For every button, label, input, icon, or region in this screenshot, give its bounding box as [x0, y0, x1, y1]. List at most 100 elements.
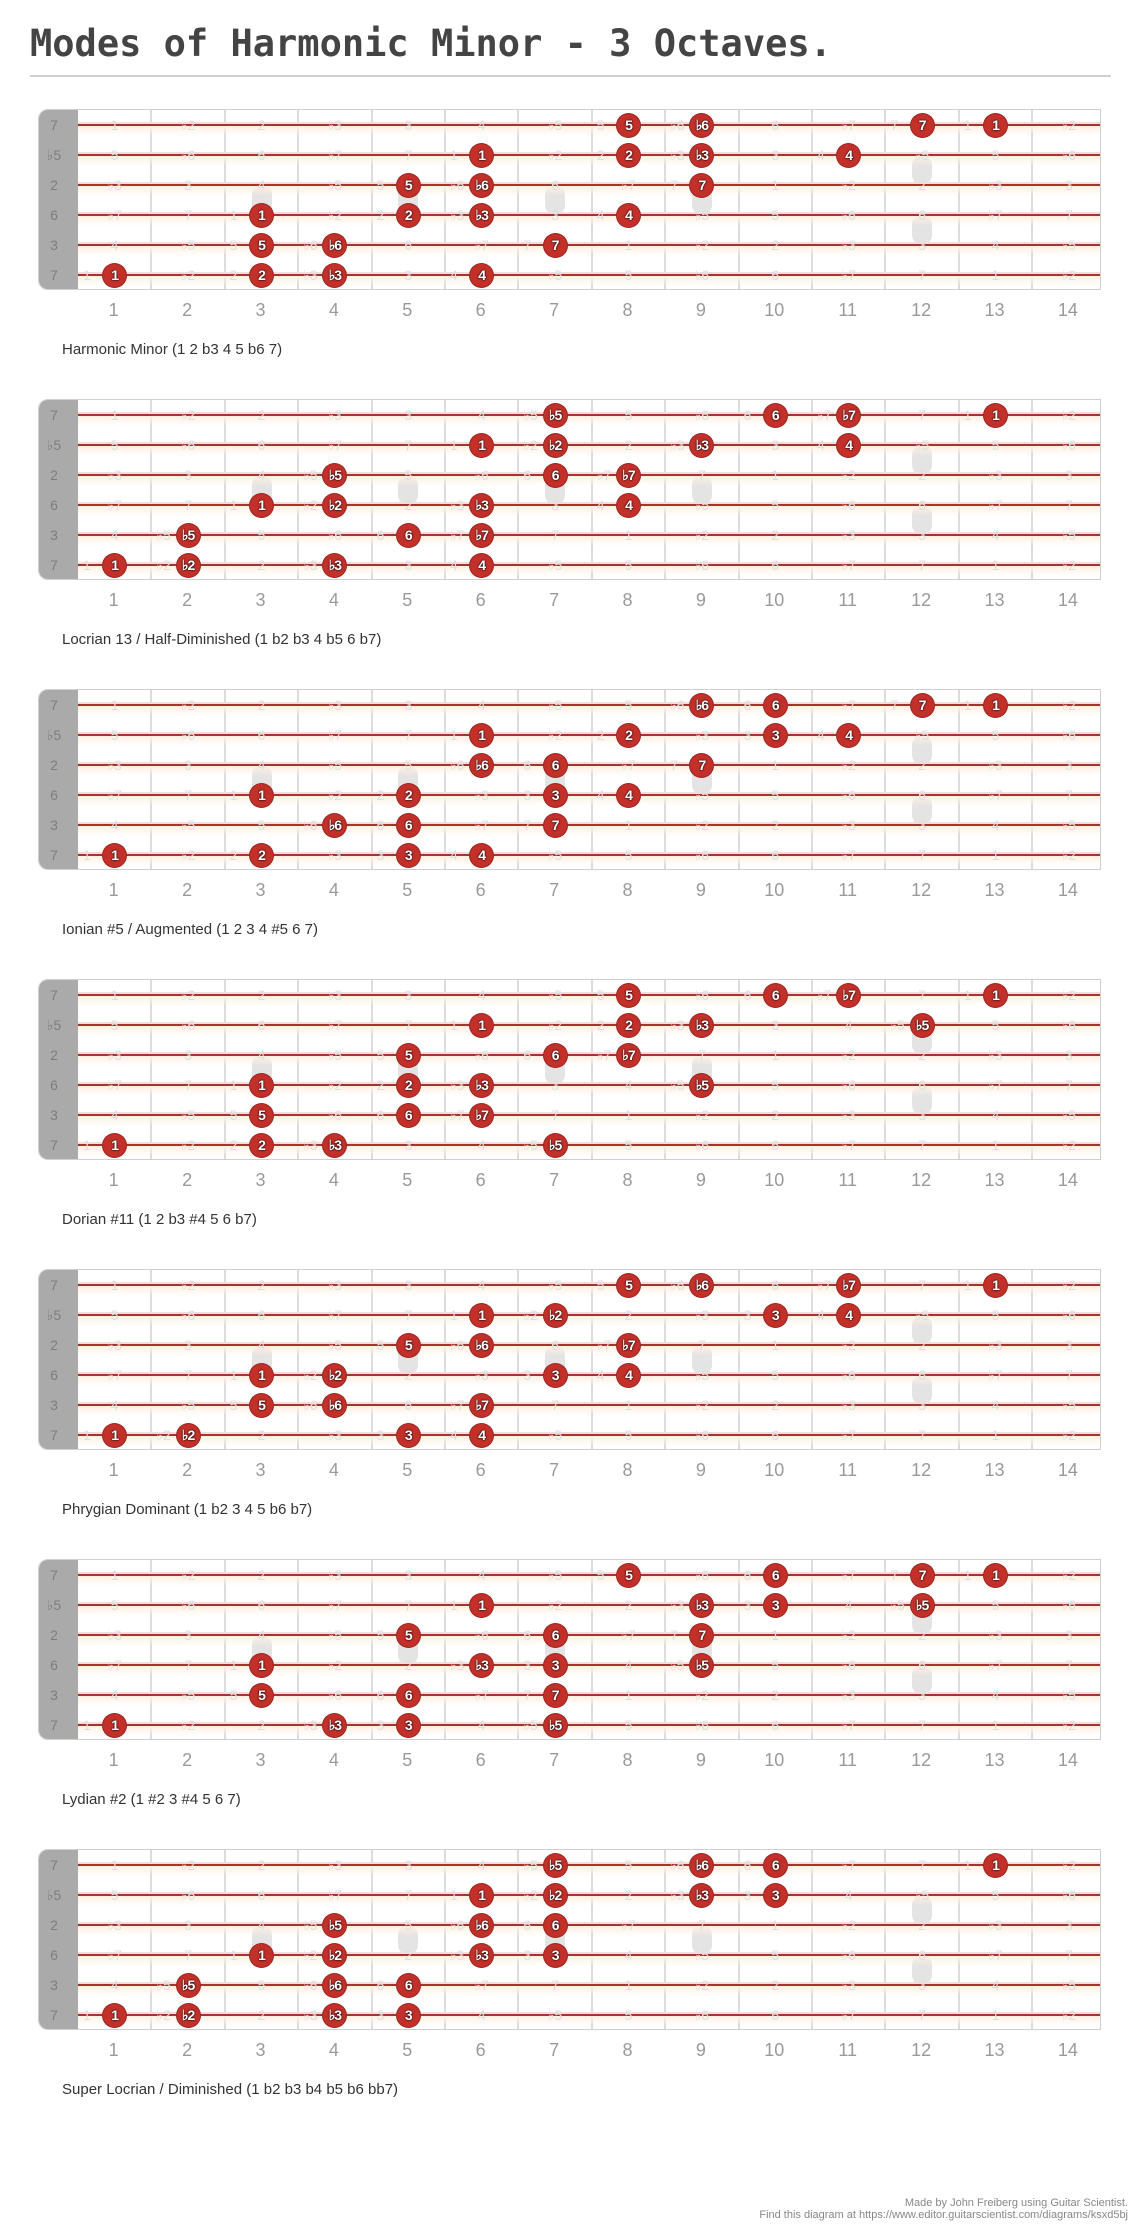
- scale-note-dot[interactable]: 2: [250, 1133, 273, 1157]
- scale-note-dot[interactable]: 6: [763, 983, 787, 1007]
- scale-note-dot[interactable]: ♭3: [690, 143, 714, 167]
- scale-note-dot[interactable]: 2: [250, 843, 273, 867]
- scale-note-dot[interactable]: ♭2: [323, 1943, 347, 1967]
- scale-note-dot[interactable]: 1: [250, 1653, 273, 1677]
- scale-note-dot[interactable]: 6: [543, 1043, 567, 1067]
- scale-note-dot[interactable]: ♭2: [323, 1363, 347, 1387]
- scale-note-dot[interactable]: ♭6: [690, 113, 714, 137]
- scale-note-dot[interactable]: ♭6: [470, 1333, 494, 1357]
- scale-note-dot[interactable]: ♭6: [690, 1273, 714, 1297]
- scale-note-dot[interactable]: ♭7: [470, 1393, 494, 1417]
- scale-note-dot[interactable]: 5: [396, 1333, 420, 1357]
- scale-note-dot[interactable]: 6: [396, 1683, 420, 1707]
- scale-note-dot[interactable]: ♭3: [470, 1073, 494, 1097]
- scale-note-dot[interactable]: 2: [396, 203, 420, 227]
- scale-note-dot[interactable]: 6: [396, 1973, 420, 1997]
- scale-note-dot[interactable]: ♭3: [470, 1943, 494, 1967]
- scale-note-dot[interactable]: 7: [910, 113, 934, 137]
- scale-note-dot[interactable]: 3: [763, 1883, 787, 1907]
- scale-note-dot[interactable]: 5: [396, 173, 420, 197]
- scale-note-dot[interactable]: 4: [470, 843, 494, 867]
- scale-note-dot[interactable]: ♭5: [543, 1133, 567, 1157]
- scale-note-dot[interactable]: 5: [617, 113, 640, 137]
- scale-note-dot[interactable]: ♭5: [543, 1853, 567, 1877]
- scale-note-dot[interactable]: 1: [984, 983, 1007, 1007]
- scale-note-dot[interactable]: ♭6: [470, 173, 494, 197]
- scale-note-dot[interactable]: 5: [617, 1563, 640, 1587]
- scale-note-dot[interactable]: ♭2: [176, 2003, 200, 2027]
- scale-note-dot[interactable]: 1: [103, 1133, 127, 1157]
- scale-note-dot[interactable]: 4: [617, 783, 640, 807]
- scale-note-dot[interactable]: 7: [690, 1623, 714, 1647]
- scale-note-dot[interactable]: ♭6: [690, 693, 714, 717]
- scale-note-dot[interactable]: ♭3: [690, 1593, 714, 1617]
- scale-note-dot[interactable]: 1: [103, 2003, 127, 2027]
- scale-note-dot[interactable]: 2: [396, 783, 420, 807]
- scale-note-dot[interactable]: ♭3: [323, 1133, 347, 1157]
- scale-note-dot[interactable]: ♭3: [323, 263, 347, 287]
- scale-note-dot[interactable]: ♭5: [176, 1973, 200, 1997]
- scale-note-dot[interactable]: 4: [470, 553, 494, 577]
- scale-note-dot[interactable]: 7: [910, 693, 934, 717]
- scale-note-dot[interactable]: ♭3: [690, 1883, 714, 1907]
- scale-note-dot[interactable]: ♭3: [470, 1653, 494, 1677]
- scale-note-dot[interactable]: ♭7: [837, 403, 861, 427]
- scale-note-dot[interactable]: 6: [543, 1623, 567, 1647]
- scale-note-dot[interactable]: 1: [470, 1593, 494, 1617]
- scale-note-dot[interactable]: ♭3: [323, 1713, 347, 1737]
- scale-note-dot[interactable]: 4: [617, 493, 640, 517]
- scale-note-dot[interactable]: 3: [763, 1593, 787, 1617]
- scale-note-dot[interactable]: 1: [470, 723, 494, 747]
- scale-note-dot[interactable]: ♭3: [690, 433, 714, 457]
- scale-note-dot[interactable]: 4: [837, 723, 861, 747]
- scale-note-dot[interactable]: 6: [763, 1853, 787, 1877]
- scale-note-dot[interactable]: ♭6: [323, 233, 347, 257]
- scale-note-dot[interactable]: ♭5: [910, 1013, 934, 1037]
- scale-note-dot[interactable]: 5: [250, 233, 273, 257]
- scale-note-dot[interactable]: ♭7: [837, 983, 861, 1007]
- scale-note-dot[interactable]: 4: [617, 203, 640, 227]
- scale-note-dot[interactable]: 7: [543, 813, 567, 837]
- scale-note-dot[interactable]: 6: [543, 753, 567, 777]
- scale-note-dot[interactable]: 2: [617, 723, 640, 747]
- scale-note-dot[interactable]: 2: [396, 1073, 420, 1097]
- scale-note-dot[interactable]: ♭3: [470, 203, 494, 227]
- scale-note-dot[interactable]: ♭2: [543, 433, 567, 457]
- scale-note-dot[interactable]: 2: [617, 1013, 640, 1037]
- scale-note-dot[interactable]: ♭5: [543, 1713, 567, 1737]
- scale-note-dot[interactable]: 5: [250, 1683, 273, 1707]
- scale-note-dot[interactable]: ♭6: [690, 1853, 714, 1877]
- scale-note-dot[interactable]: 1: [103, 843, 127, 867]
- scale-note-dot[interactable]: ♭7: [617, 463, 640, 487]
- scale-note-dot[interactable]: ♭5: [690, 1653, 714, 1677]
- scale-note-dot[interactable]: 3: [543, 1653, 567, 1677]
- scale-note-dot[interactable]: 2: [250, 263, 273, 287]
- scale-note-dot[interactable]: 7: [690, 173, 714, 197]
- scale-note-dot[interactable]: 1: [470, 433, 494, 457]
- scale-note-dot[interactable]: 5: [617, 983, 640, 1007]
- scale-note-dot[interactable]: ♭3: [690, 1013, 714, 1037]
- scale-note-dot[interactable]: 5: [250, 1103, 273, 1127]
- scale-note-dot[interactable]: 3: [396, 843, 420, 867]
- scale-note-dot[interactable]: 1: [984, 693, 1007, 717]
- scale-note-dot[interactable]: ♭5: [176, 523, 200, 547]
- scale-note-dot[interactable]: 1: [984, 1273, 1007, 1297]
- scale-note-dot[interactable]: 1: [470, 1883, 494, 1907]
- scale-note-dot[interactable]: ♭2: [543, 1303, 567, 1327]
- scale-note-dot[interactable]: 4: [837, 433, 861, 457]
- scale-note-dot[interactable]: ♭7: [470, 1103, 494, 1127]
- scale-note-dot[interactable]: 7: [910, 1563, 934, 1587]
- scale-note-dot[interactable]: ♭5: [323, 1913, 347, 1937]
- scale-note-dot[interactable]: 3: [543, 1943, 567, 1967]
- scale-note-dot[interactable]: ♭6: [323, 1393, 347, 1417]
- scale-note-dot[interactable]: ♭2: [176, 553, 200, 577]
- scale-note-dot[interactable]: 1: [984, 113, 1007, 137]
- scale-note-dot[interactable]: ♭5: [543, 403, 567, 427]
- scale-note-dot[interactable]: 1: [250, 1073, 273, 1097]
- scale-note-dot[interactable]: 1: [984, 1563, 1007, 1587]
- scale-note-dot[interactable]: 6: [396, 813, 420, 837]
- scale-note-dot[interactable]: 6: [396, 1103, 420, 1127]
- scale-note-dot[interactable]: 5: [396, 1623, 420, 1647]
- scale-note-dot[interactable]: 1: [250, 783, 273, 807]
- scale-note-dot[interactable]: 4: [837, 1303, 861, 1327]
